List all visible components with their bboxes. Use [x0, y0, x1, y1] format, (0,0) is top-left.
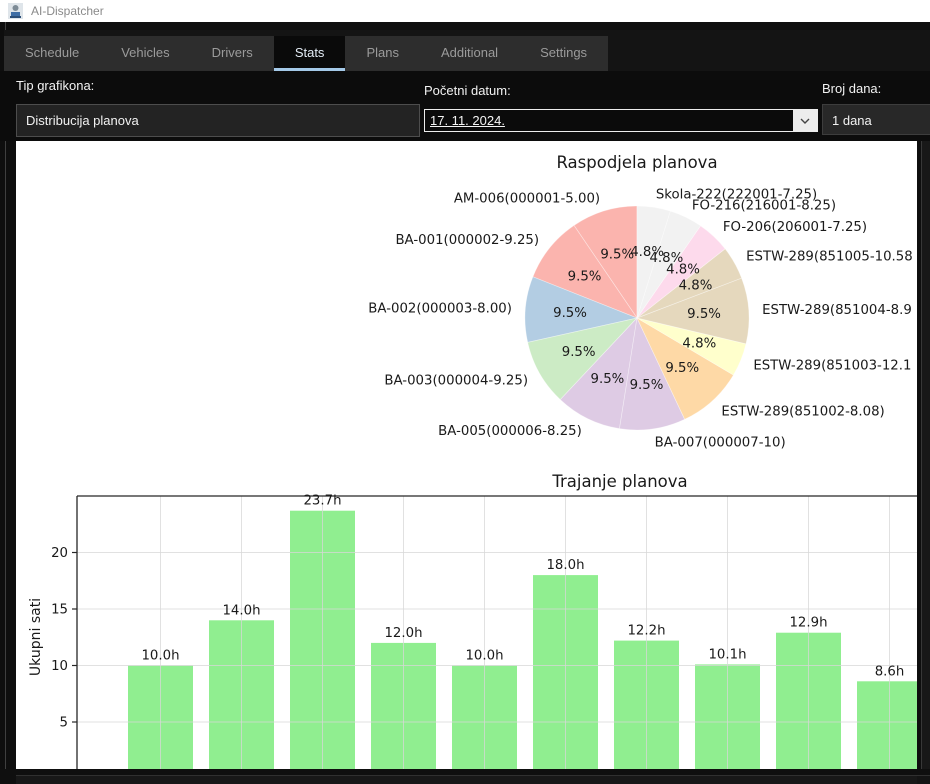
pie-slice-label: ESTW-289(851003-12.1	[753, 358, 911, 373]
pie-slice	[636, 317, 734, 420]
bar	[857, 681, 917, 769]
pie-percent-label: 9.5%	[568, 269, 602, 284]
chart-type-select[interactable]: Distribucija planova	[16, 104, 420, 137]
tab-bar: Schedule Vehicles Drivers Stats Plans Additio…	[4, 36, 609, 71]
pie-percent-label: 4.8%	[649, 251, 683, 266]
pie-slice	[636, 248, 743, 319]
bar-value-label: 12.9h	[789, 616, 827, 631]
tab-plans[interactable]: Plans	[366, 45, 399, 60]
tab-additional[interactable]: Additional	[440, 45, 499, 60]
chevron-down-icon	[793, 110, 817, 131]
pie-slice-label: Skola-222(222001-7.25)	[656, 187, 817, 202]
tab-zone: Schedule Vehicles Drivers Stats Plans Additio…	[4, 30, 930, 71]
days-label: Broj dana:	[822, 81, 882, 96]
pie-percent-label: 9.5%	[630, 378, 664, 393]
pie-slice	[636, 225, 726, 319]
pie-slice-label: FO-206(206001-7.25)	[723, 220, 867, 235]
app-title: AI-Dispatcher	[31, 4, 104, 18]
chart-type-value: Distribucija planova	[26, 113, 139, 128]
filter-panel: Tip grafikona: Distribucija planova Poče…	[0, 71, 930, 141]
horizontal-scrollbar[interactable]	[16, 775, 917, 784]
pie-percent-label: 9.5%	[553, 306, 587, 321]
bar-value-label: 10.1h	[708, 647, 746, 662]
scrollbar-corner	[917, 775, 930, 784]
y-axis-label: Ukupni sati	[28, 598, 44, 676]
pie-slice-label: BA-002(000003-8.00)	[368, 302, 512, 317]
pie-percent-label: 9.5%	[562, 345, 596, 360]
window-titlebar: AI-Dispatcher	[0, 0, 930, 22]
bar-value-label: 12.0h	[384, 626, 422, 641]
tab-vehicles[interactable]: Vehicles	[121, 45, 170, 60]
start-date-select[interactable]: 17. 11. 2024.	[424, 109, 818, 132]
pie-percent-label: 9.5%	[591, 372, 625, 387]
pie-slice-label: BA-001(000002-9.25)	[395, 233, 539, 248]
bar-chart-title: Trajanje planova	[551, 472, 687, 491]
pie-slice	[559, 316, 638, 430]
pie-slice	[636, 205, 671, 319]
y-tick-label: 15	[51, 603, 68, 618]
tab-schedule[interactable]: Schedule	[25, 45, 80, 60]
pie-slice-label: BA-007(000007-10)	[655, 436, 786, 451]
y-tick-label: 20	[51, 546, 68, 561]
pie-slice-label: ESTW-289(851002-8.08)	[721, 404, 884, 419]
pie-percent-label: 4.8%	[666, 263, 700, 278]
pie-percent-label: 9.5%	[665, 361, 699, 376]
pie-slice	[636, 317, 747, 376]
pie-chart-title: Raspodjela planova	[556, 153, 717, 172]
bar-value-label: 10.0h	[465, 649, 503, 664]
pie-slice	[619, 316, 686, 431]
days-input[interactable]: 1 dana	[822, 104, 930, 135]
left-window-border	[5, 22, 6, 784]
chart-canvas: Raspodjela planova 9.5% AM-006(000001-5.00…	[16, 141, 917, 769]
pie-slice-label: FO-216(216001-8.25)	[692, 199, 836, 214]
start-date-value: 17. 11. 2024.	[430, 113, 505, 128]
pie-slice-label: AM-006(000001-5.00)	[454, 192, 600, 207]
pie-slice	[636, 210, 701, 319]
pie-slice	[635, 277, 750, 345]
bar-value-label: 14.0h	[222, 603, 260, 618]
pie-percent-label: 9.5%	[687, 307, 721, 322]
pie-slice-label: ESTW-289(851004-8.9	[762, 303, 912, 318]
bar-value-label: 23.7h	[303, 494, 341, 509]
bar-value-label: 10.0h	[141, 649, 179, 664]
pie-percent-label: 4.8%	[679, 278, 713, 293]
tab-stats[interactable]: Stats	[273, 36, 346, 71]
app-icon	[8, 3, 23, 19]
pie-slice-label: BA-003(000004-9.25)	[384, 374, 528, 389]
chart-type-label: Tip grafikona:	[16, 78, 95, 93]
pie-percent-label: 4.8%	[630, 245, 664, 260]
pie-slice	[527, 317, 639, 401]
pie-slice	[573, 205, 638, 320]
tab-settings[interactable]: Settings	[540, 45, 588, 60]
pie-slice	[532, 224, 638, 319]
y-tick-label: 10	[51, 659, 68, 674]
start-date-label: Početni datum:	[424, 83, 511, 98]
bar-value-label: 8.6h	[875, 664, 905, 679]
pie-percent-label: 9.5%	[600, 247, 634, 262]
pie-slice-label: BA-005(000006-8.25)	[438, 424, 582, 439]
bar-value-label: 18.0h	[546, 558, 584, 573]
pie-slice-label: ESTW-289(851005-10.58	[746, 250, 913, 265]
pie-slice	[524, 276, 639, 343]
vertical-scrollbar[interactable]	[921, 141, 930, 769]
charts-figure: Raspodjela planova 9.5% AM-006(000001-5.00…	[28, 153, 917, 769]
tab-drivers[interactable]: Drivers	[211, 45, 253, 60]
bar-value-label: 12.2h	[627, 624, 665, 639]
pie-percent-label: 4.8%	[682, 337, 716, 352]
y-tick-label: 5	[60, 716, 68, 731]
days-value: 1 dana	[832, 113, 872, 128]
